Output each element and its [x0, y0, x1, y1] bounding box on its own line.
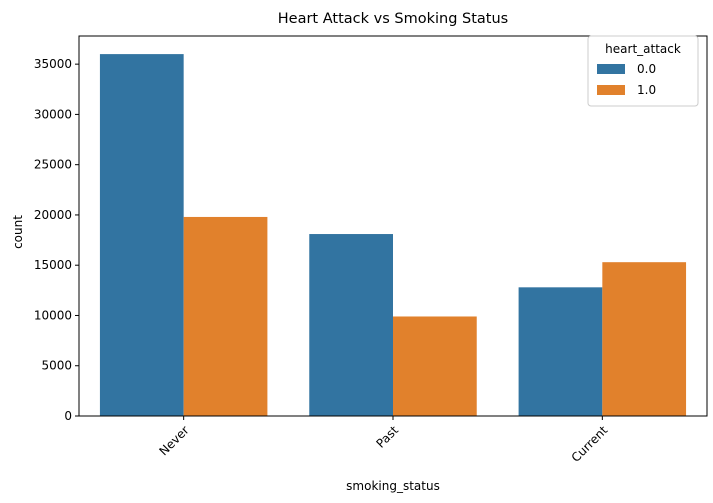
- bar-current-series-0: [518, 287, 603, 416]
- bar-never-series-1: [183, 216, 268, 416]
- y-axis-title: count: [11, 215, 25, 249]
- bar-current-series-1: [602, 262, 687, 416]
- x-tick-label-past: Past: [373, 423, 401, 451]
- y-tick-label: 15000: [34, 258, 72, 272]
- bar-past-series-1: [393, 316, 477, 416]
- legend-swatch-series-0: [597, 64, 625, 74]
- x-axis-title: smoking_status: [346, 479, 440, 493]
- legend-title: heart_attack: [605, 42, 681, 56]
- legend-label-series-1: 1.0: [637, 83, 656, 97]
- x-tick-label-never: Never: [157, 423, 192, 458]
- bar-past-series-0: [309, 234, 393, 416]
- x-tick-label-current: Current: [569, 423, 611, 465]
- y-tick-label: 20000: [34, 208, 72, 222]
- legend-label-series-0: 0.0: [637, 62, 656, 76]
- chart-title: Heart Attack vs Smoking Status: [278, 11, 508, 27]
- plot-area: 0 5000 10000 15000 20000 25000 30000 35000 Never…: [34, 35, 708, 465]
- legend: heart_attack 0.0 1.0: [587, 35, 699, 107]
- y-tick-label: 0: [64, 409, 72, 423]
- y-tick-label: 10000: [34, 308, 72, 322]
- y-tick-label: 35000: [34, 57, 72, 71]
- y-tick-label: 30000: [34, 107, 72, 121]
- legend-swatch-series-1: [597, 85, 625, 95]
- bar-never-series-0: [99, 54, 184, 416]
- y-tick-label: 5000: [41, 359, 72, 373]
- y-tick-label: 25000: [34, 158, 72, 172]
